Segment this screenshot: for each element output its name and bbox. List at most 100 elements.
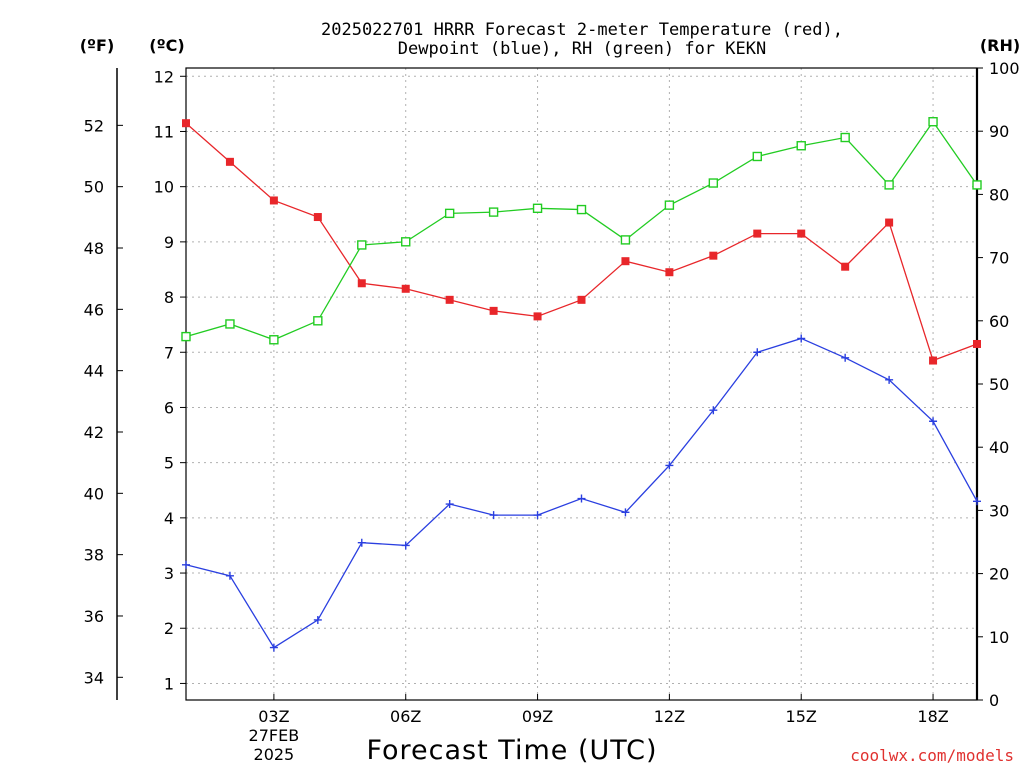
celsius-tick-label: 6 [164, 398, 174, 417]
dewpoint-point [797, 334, 806, 343]
dewpoint-point [357, 538, 366, 547]
chart-title-line2: Dewpoint (blue), RH (green) for KEKN [398, 39, 766, 59]
temperature-point [753, 229, 762, 238]
temperature-point [665, 268, 674, 277]
plot-frame [185, 67, 978, 701]
dewpoint-point [753, 348, 762, 357]
rh-unit-label: (RH) [980, 36, 1020, 55]
fahrenheit-tick-label: 42 [84, 423, 104, 442]
rh-point [488, 207, 499, 217]
dewpoint-point [225, 571, 234, 580]
tick-labels: 1234567891011123436384042444648505201020… [84, 59, 1020, 764]
celsius-tick-label: 8 [164, 288, 174, 307]
rh-point [796, 141, 806, 151]
rh-point [752, 151, 762, 162]
rh-point [972, 180, 982, 190]
dewpoint-point [973, 497, 981, 506]
temperature-point [225, 157, 234, 166]
rh-point [884, 180, 894, 190]
rh-tick-label: 90 [989, 122, 1009, 141]
rh-point [313, 316, 323, 326]
dewpoint-point [445, 500, 454, 509]
celsius-tick-label: 1 [164, 674, 174, 693]
dewpoint-point [533, 511, 542, 520]
x-tick-sublabel: 2025 [254, 745, 295, 764]
rh-tick-label: 40 [989, 438, 1009, 457]
rh-point [401, 237, 411, 247]
celsius-tick-label: 3 [164, 564, 174, 583]
temperature-point [841, 262, 850, 271]
dewpoint-line [185, 337, 978, 649]
rh-point [269, 335, 279, 345]
fahrenheit-tick-label: 40 [84, 484, 104, 503]
celsius-tick-label: 10 [154, 178, 174, 197]
fahrenheit-tick-label: 36 [84, 607, 104, 626]
chart-title-line1: 2025022701 HRRR Forecast 2-meter Tempera… [321, 20, 843, 40]
data-series [181, 117, 982, 652]
grid-lines [186, 68, 977, 700]
rh-tick-label: 0 [989, 691, 999, 710]
x-axis-label: Forecast Time (UTC) [366, 735, 657, 766]
celsius-tick-label: 4 [164, 509, 174, 528]
x-tick-sublabel: 27FEB [249, 726, 300, 745]
rh-tick-label: 60 [989, 312, 1009, 331]
fahrenheit-tick-label: 46 [84, 300, 104, 319]
rh-tick-label: 70 [989, 249, 1009, 268]
x-tick-label: 03Z [258, 707, 289, 726]
dewpoint-point [665, 461, 674, 470]
dewpoint-point [269, 643, 278, 652]
dewpoint-point [577, 494, 586, 503]
fahrenheit-tick-label: 34 [84, 668, 104, 687]
temperature-point [973, 339, 981, 348]
celsius-tick-label: 7 [164, 343, 174, 362]
fahrenheit-tick-label: 48 [84, 239, 104, 258]
rh-tick-label: 30 [989, 501, 1009, 520]
temperature-point [401, 284, 410, 293]
dewpoint-point [841, 353, 850, 362]
temperature-point [577, 295, 586, 304]
temperature-point [533, 312, 542, 321]
temperature-point [885, 218, 894, 227]
temperature-point [182, 119, 190, 128]
rh-point [620, 235, 631, 245]
fahrenheit-tick-label: 52 [84, 116, 104, 135]
temperature-point [489, 306, 498, 315]
rh-tick-label: 50 [989, 375, 1009, 394]
celsius-tick-label: 5 [164, 454, 174, 473]
x-tick-label: 15Z [786, 707, 817, 726]
temperature-point [357, 279, 366, 288]
temperature-point [313, 213, 322, 222]
x-tick-label: 12Z [654, 707, 685, 726]
x-tick-label: 18Z [917, 707, 948, 726]
temperature-point [621, 257, 630, 266]
fahrenheit-tick-label: 44 [84, 362, 104, 381]
fahrenheit-tick-label: 38 [84, 546, 104, 565]
credit-link[interactable]: coolwx.com/models [850, 746, 1014, 765]
temperature-point [269, 196, 278, 205]
rh-point [225, 319, 235, 329]
rh-point [664, 200, 675, 210]
x-tick-label: 09Z [522, 707, 553, 726]
celsius-tick-label: 9 [164, 233, 174, 252]
rh-point [708, 178, 719, 188]
axes [116, 67, 983, 701]
fahrenheit-unit-label: (ºF) [80, 36, 115, 55]
temperature-point [929, 356, 938, 365]
temperature-point [709, 251, 718, 260]
rh-point [576, 204, 587, 215]
dewpoint-point [885, 375, 894, 384]
dewpoint-point [709, 406, 718, 415]
rh-point [840, 132, 850, 143]
rh-point [181, 331, 191, 342]
dewpoint-point [313, 615, 322, 624]
rh-tick-label: 100 [989, 59, 1020, 78]
dewpoint-point [182, 560, 190, 569]
temperature-point [797, 229, 806, 238]
rh-point [357, 240, 367, 250]
celsius-unit-label: (ºC) [149, 36, 184, 55]
rh-point [444, 208, 455, 219]
rh-line [185, 120, 978, 341]
rh-point [928, 117, 938, 127]
dewpoint-point [489, 511, 498, 520]
